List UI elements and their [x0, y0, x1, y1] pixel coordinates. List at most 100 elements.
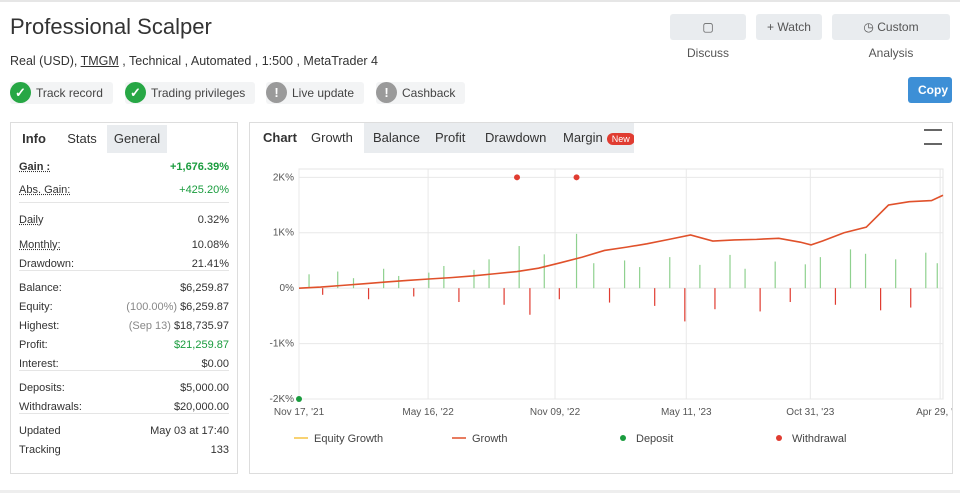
- value-text: +1,676.39%: [169, 161, 229, 173]
- tab-text: Profit: [435, 130, 466, 145]
- row-label: Balance:: [19, 282, 62, 294]
- row-value: (Sep 13) $18,735.97: [129, 317, 229, 335]
- legend-label: Equity Growth: [314, 433, 383, 445]
- copy-button[interactable]: Copy: [908, 77, 952, 103]
- daily-bar: [443, 265, 445, 289]
- row-value: (100.00%) $6,259.87: [126, 298, 229, 316]
- row-label: Gain :: [19, 161, 51, 173]
- daily-bar: [669, 257, 671, 289]
- button[interactable]: + Watch: [756, 14, 822, 40]
- info-row: Withdrawals: $20,000.00: [19, 398, 229, 416]
- legend-label: Growth: [472, 433, 507, 445]
- daily-bar: [458, 288, 460, 303]
- info-row: Abs. Gain: +425.20%: [19, 181, 229, 199]
- chart-tab[interactable]: Drawdown: [476, 123, 554, 153]
- row-value: $5,000.00: [180, 379, 229, 397]
- value-text: 10.08%: [191, 239, 229, 251]
- daily-bar: [774, 261, 776, 289]
- daily-bar: [322, 288, 324, 295]
- plot-frame: [298, 168, 944, 400]
- info-tab[interactable]: Stats: [67, 131, 97, 146]
- badge-label: Track record: [36, 86, 103, 100]
- row-value: 133: [211, 441, 229, 459]
- info-panel: Info Stats General Gain : +1,676.39% Abs. Gai…: [10, 122, 238, 474]
- value-text: $6,259.87: [180, 282, 229, 294]
- broker-link[interactable]: TMGM: [80, 54, 119, 68]
- row-label: Deposits:: [19, 382, 65, 394]
- row-label: Interest:: [19, 358, 59, 370]
- daily-bar: [699, 264, 701, 289]
- row-note: (Sep 13): [128, 320, 171, 332]
- x-tick-label: Nov 09, '22: [530, 407, 581, 418]
- y-tick-label: 2K%: [273, 172, 294, 183]
- row-note: (100.00%): [126, 301, 178, 313]
- row-value: +1,676.39%: [170, 158, 229, 176]
- title: Professional Scalper: [10, 14, 212, 39]
- button[interactable]: ▢ Discuss: [670, 14, 746, 60]
- daily-bar: [623, 260, 626, 289]
- y-tick-label: 0%: [280, 283, 295, 294]
- daily-bar: [503, 288, 505, 305]
- daily-bar: [352, 278, 355, 289]
- row-label: Daily: [19, 214, 44, 226]
- growth-line: [298, 194, 944, 289]
- info-row: Profit: $21,259.87: [19, 336, 229, 354]
- daily-bar: [849, 249, 852, 289]
- row-value: 21.41%: [192, 255, 229, 273]
- daily-bar: [383, 268, 385, 289]
- x-tick-label: May 11, '23: [661, 407, 712, 418]
- button-icon: ▢: [702, 20, 714, 34]
- button-label: Custom Analysis: [868, 20, 919, 60]
- row-value: +425.20%: [179, 181, 229, 199]
- row-label: Profit:: [19, 339, 48, 351]
- daily-bar: [789, 288, 791, 303]
- tab-text: Margin: [563, 130, 603, 145]
- event-dot: [296, 396, 302, 402]
- chart-tab[interactable]: Growth: [302, 123, 364, 153]
- daily-bar: [367, 288, 370, 300]
- info-row: Balance: $6,259.87: [19, 279, 229, 297]
- settings-icon[interactable]: [924, 129, 942, 145]
- row-label: Abs. Gain:: [19, 184, 71, 196]
- top-border: [0, 0, 960, 2]
- x-tick-label: Oct 31, '23: [786, 407, 834, 418]
- info-tab[interactable]: Info: [22, 131, 46, 146]
- chart-tab[interactable]: Balance: [364, 123, 426, 153]
- daily-bar: [308, 274, 310, 289]
- info-row: Updated May 03 at 17:40: [19, 422, 229, 440]
- y-tick-label: -2K%: [270, 394, 295, 405]
- info-row: Interest: $0.00: [19, 355, 229, 373]
- daily-bar: [639, 267, 641, 289]
- tab-bar: [634, 123, 952, 153]
- button-label: Watch: [777, 20, 811, 34]
- subtitle-rest: , Technical , Automated , 1:500 , MetaTr…: [122, 54, 378, 68]
- row-value: $6,259.87: [180, 279, 229, 297]
- row-value: 10.08%: [192, 236, 229, 254]
- daily-bar: [910, 288, 912, 308]
- info-row: Daily 0.32%: [19, 211, 229, 229]
- legend-dot: [620, 435, 626, 441]
- bottom-border: [0, 490, 960, 493]
- info-row: Tracking 133: [19, 441, 229, 459]
- chart-tab[interactable]: Margin New: [554, 123, 635, 153]
- daily-bar: [558, 288, 560, 300]
- chart-tab[interactable]: Profit: [426, 123, 476, 153]
- subtitle-prefix: Real (USD),: [10, 54, 78, 68]
- value-text: $20,000.00: [173, 401, 229, 413]
- daily-bar: [834, 288, 837, 305]
- button[interactable]: ◷ Custom Analysis: [832, 14, 950, 60]
- value-text: $0.00: [201, 358, 229, 370]
- row-value: $21,259.87: [174, 336, 229, 354]
- badge-label: Live update: [292, 86, 355, 100]
- new-badge: New: [606, 133, 635, 145]
- tab-text: Drawdown: [485, 130, 547, 145]
- value-text: 133: [210, 444, 229, 456]
- info-row: Gain : +1,676.39%: [19, 158, 229, 176]
- tab-text: Growth: [311, 130, 353, 145]
- daily-bar: [759, 288, 761, 312]
- info-tab[interactable]: General: [107, 125, 167, 153]
- badge: ! Cashback: [376, 82, 466, 104]
- daily-bar: [575, 233, 578, 289]
- button-label: Discuss: [686, 46, 729, 60]
